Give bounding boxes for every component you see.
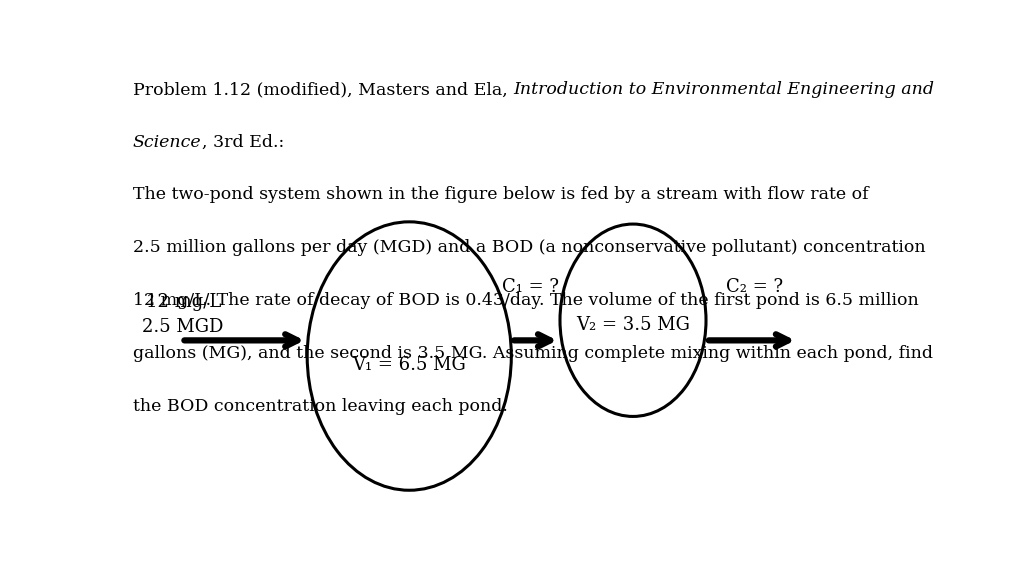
Text: C₂ = ?: C₂ = ?: [726, 278, 783, 296]
Text: 2.5 MGD: 2.5 MGD: [143, 318, 224, 336]
Text: Science: Science: [133, 134, 202, 150]
Text: The two-pond system shown in the figure below is fed by a stream with flow rate : The two-pond system shown in the figure …: [133, 187, 868, 203]
Text: 12 mg/L. The rate of decay of BOD is 0.43/day. The volume of the first pond is 6: 12 mg/L. The rate of decay of BOD is 0.4…: [133, 292, 919, 309]
Text: 12 mg/L: 12 mg/L: [146, 293, 221, 311]
Text: gallons (MG), and the second is 3.5 MG. Assuming complete mixing within each pon: gallons (MG), and the second is 3.5 MG. …: [133, 345, 933, 362]
Text: Introduction to Environmental Engineering and: Introduction to Environmental Engineerin…: [514, 81, 934, 98]
Text: V₁ = 6.5 MG: V₁ = 6.5 MG: [353, 356, 466, 374]
Text: V₂ = 3.5 MG: V₂ = 3.5 MG: [576, 315, 690, 333]
Text: Problem 1.12 (modified), Masters and Ela,: Problem 1.12 (modified), Masters and Ela…: [133, 81, 514, 98]
Text: , 3rd Ed.:: , 3rd Ed.:: [202, 134, 284, 150]
Text: the BOD concentration leaving each pond.: the BOD concentration leaving each pond.: [133, 397, 508, 415]
Text: 2.5 million gallons per day (MGD) and a BOD (a nonconservative pollutant) concen: 2.5 million gallons per day (MGD) and a …: [133, 239, 926, 256]
Text: C₁ = ?: C₁ = ?: [502, 278, 559, 296]
